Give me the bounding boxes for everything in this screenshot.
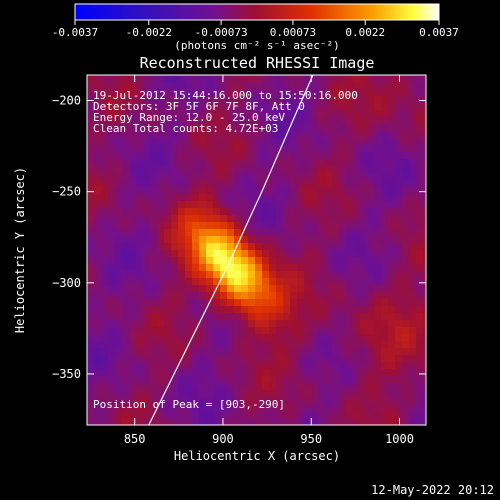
y-axis-label: Heliocentric Y (arcsec) (13, 167, 27, 333)
x-tick-label: 900 (212, 432, 234, 446)
colorbar (74, 3, 440, 21)
solar-limb-line (148, 75, 314, 425)
footer-timestamp: 12-May-2022 20:12 (371, 483, 494, 497)
y-tick-label: −350 (52, 367, 81, 381)
x-tick-label: 1000 (385, 432, 414, 446)
colorbar-tick-label: -0.0037 (52, 26, 98, 39)
plot-frame (86, 74, 427, 426)
colorbar-ticks: -0.0037 -0.0022 -0.00073 0.00073 0.0022 0.003… (52, 20, 459, 39)
colorbar-tick-label: 0.0022 (345, 26, 385, 39)
y-tick-label: −300 (52, 276, 81, 290)
colorbar-tick-label: -0.0022 (126, 26, 172, 39)
x-axis-label: Heliocentric X (arcsec) (174, 449, 340, 463)
axis-ticks: 850 900 950 1000 −200 −250 −300 −350 (52, 75, 426, 446)
colorbar-tick-label: 0.0037 (419, 26, 459, 39)
annotation-peak: Position of Peak = [903,-290] (93, 398, 285, 411)
colorbar-tick-label: 0.00073 (270, 26, 316, 39)
colorbar-tick-label: -0.00073 (195, 26, 248, 39)
y-tick-label: −250 (52, 185, 81, 199)
chart-title: Reconstructed RHESSI Image (140, 54, 375, 72)
x-tick-label: 850 (124, 432, 146, 446)
x-tick-label: 950 (300, 432, 322, 446)
annotation-detectors: Detectors: 3F 5F 6F 7F 8F, Att 0 (93, 100, 305, 113)
y-tick-label: −200 (52, 94, 81, 108)
colorbar-units: (photons cm⁻² s⁻¹ asec⁻²) (174, 39, 340, 52)
heatmap-image (87, 75, 426, 425)
annotation-time: 19-Jul-2012 15:44:16.000 to 15:50:16.000 (93, 89, 358, 102)
annotation-clean: Clean Total counts: 4.72E+03 (93, 122, 278, 135)
annotation-energy: Energy Range: 12.0 - 25.0 keV (93, 111, 285, 124)
